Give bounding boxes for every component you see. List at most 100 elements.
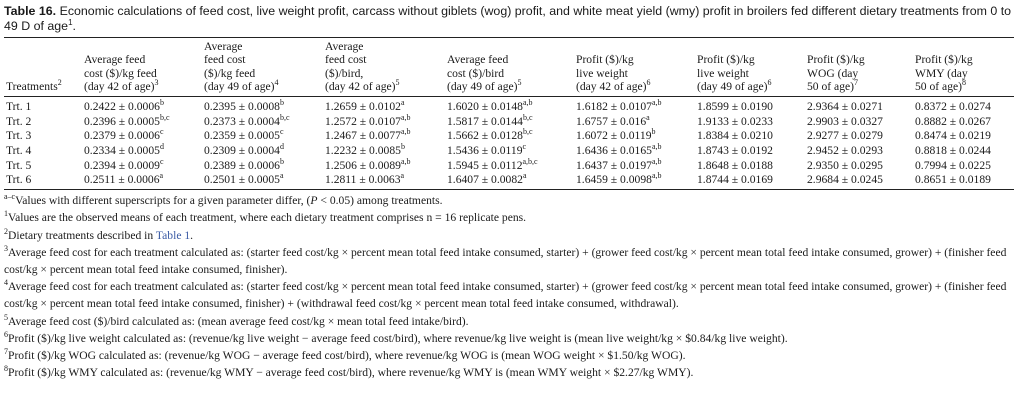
value-cell: 2.9350 ± 0.0295: [805, 158, 913, 173]
cell-value: 0.2379 ± 0.0006: [84, 129, 160, 143]
cell-value: 2.9684 ± 0.0245: [807, 173, 883, 187]
column-header-line: WOG (day: [807, 66, 859, 80]
column-header-sup: 7: [854, 78, 858, 88]
footnote-text: Profit ($)/kg WMY calculated as: (revenu…: [8, 366, 694, 380]
value-cell: 1.2659 ± 0.0102a: [323, 96, 445, 114]
cell-value: 0.2309 ± 0.0004: [204, 144, 280, 157]
cell-superscript: d: [159, 142, 164, 152]
cell-value: 1.8384 ± 0.0210: [697, 129, 773, 143]
column-header-sup: 4: [274, 78, 279, 88]
cell-value: 1.6757 ± 0.016: [576, 114, 647, 128]
value-cell: 1.2467 ± 0.0077a,b: [323, 128, 445, 144]
footnote-after: < 0.05) among treatments.: [317, 194, 443, 208]
column-header-line: feed cost: [325, 53, 367, 67]
column-header: Profit ($)/kg live weight (day 49 of age)6: [695, 37, 805, 97]
cell-superscript: c: [522, 142, 527, 152]
cell-value: 1.8648 ± 0.0188: [697, 158, 773, 172]
column-header: Average feed cost ($)/kg feed (day 42 of a…: [82, 37, 202, 97]
value-cell: 1.8744 ± 0.0169: [695, 173, 805, 190]
value-cell: 1.2506 ± 0.0089a,b: [323, 156, 445, 173]
value-cell: 1.6436 ± 0.0165a,b: [574, 143, 695, 158]
treatment-cell: Trt. 3: [6, 129, 32, 143]
column-header-line: (day 42 of age): [325, 80, 396, 94]
value-cell: 2.9903 ± 0.0327: [805, 114, 913, 129]
footnote-mark: a–c: [4, 192, 16, 202]
table-row: Trt. 2 0.2396 ± 0.0005b,c 0.2373 ± 0.0004b…: [4, 112, 1014, 129]
footnote: 6Profit ($)/kg live weight calculated as…: [4, 330, 1014, 347]
cell-value: 0.2389 ± 0.0006: [204, 158, 280, 172]
cell-value: 0.2359 ± 0.0005: [204, 129, 280, 143]
cell-value: 1.8599 ± 0.0190: [697, 100, 773, 114]
caption-label: Table 16.: [4, 4, 57, 18]
column-header-line: feed cost: [204, 53, 246, 67]
value-cell: 2.9452 ± 0.0293: [805, 143, 913, 158]
cell-superscript: a,b,c: [522, 156, 538, 166]
footnote-mark: 5: [4, 312, 8, 322]
value-cell: 1.5436 ± 0.0119c: [445, 143, 574, 158]
footnote-text: Values with different superscripts for a…: [15, 194, 311, 208]
cell-superscript: b,c: [522, 127, 533, 137]
cell-value: 1.9133 ± 0.0233: [697, 114, 773, 128]
cell-value: 1.2572 ± 0.0107: [325, 114, 401, 128]
value-cell: 0.2379 ± 0.0006c: [82, 127, 202, 144]
cell-superscript: a: [400, 171, 405, 181]
value-cell: 0.2501 ± 0.0005a: [202, 171, 323, 190]
cell-superscript: a: [646, 112, 650, 122]
cell-value: 2.9452 ± 0.0293: [807, 144, 883, 157]
cell-value: 0.8372 ± 0.0274: [915, 100, 991, 114]
cell-value: 0.2501 ± 0.0005: [204, 173, 280, 187]
column-header-line: cost ($)/bird: [447, 66, 504, 80]
value-cell: 0.2373 ± 0.0004b,c: [202, 112, 323, 129]
footnote-italic: P: [310, 194, 318, 208]
footnote-mark: 8: [4, 364, 8, 374]
value-cell: 0.2309 ± 0.0004d: [202, 143, 323, 158]
table-row: Trt. 3 0.2379 ± 0.0006c 0.2359 ± 0.0005c 1.…: [4, 127, 1014, 144]
cell-superscript: b: [279, 156, 284, 166]
column-header-line: (day 42 of age): [84, 80, 155, 94]
cell-superscript: b,c: [279, 112, 290, 122]
cell-value: 0.8474 ± 0.0219: [915, 129, 991, 143]
cell-superscript: a: [279, 171, 284, 181]
footnote: a–cValues with different superscripts fo…: [4, 192, 1014, 209]
column-header: Profit ($)/kg WMY (day 50 of age)8: [913, 37, 1014, 97]
cell-superscript: c: [279, 127, 284, 137]
cell-superscript: c: [159, 127, 164, 137]
cell-value: 1.6437 ± 0.0197: [576, 158, 652, 172]
footnote-text: Average feed cost for each treatment cal…: [4, 280, 1007, 311]
footnote: 4Average feed cost for each treatment ca…: [4, 278, 1014, 312]
column-header-line: 50 of age): [915, 80, 962, 94]
footnote-mark: 7: [4, 347, 8, 357]
value-cell: 1.6072 ± 0.0119b: [574, 127, 695, 144]
value-cell: 1.5662 ± 0.0128b,c: [445, 127, 574, 144]
value-cell: 1.9133 ± 0.0233: [695, 114, 805, 129]
cell-value: 1.5945 ± 0.0112: [447, 158, 523, 172]
column-header: Average feed cost ($)/kg feed (day 49 of ag…: [202, 37, 323, 97]
column-header-line: cost ($)/kg feed: [84, 66, 157, 80]
caption-sup: 1: [68, 17, 73, 27]
cell-value: 1.2659 ± 0.0102: [325, 100, 401, 114]
value-cell: 0.7994 ± 0.0225: [913, 158, 1014, 173]
value-cell: 1.8599 ± 0.0190: [695, 96, 805, 114]
cell-value: 0.2394 ± 0.0009: [84, 158, 160, 172]
cell-value: 2.9277 ± 0.0279: [807, 129, 883, 143]
value-cell: 1.2232 ± 0.0085b: [323, 143, 445, 158]
value-cell: 0.2359 ± 0.0005c: [202, 127, 323, 144]
value-cell: 0.8474 ± 0.0219: [913, 129, 1014, 144]
cell-value: 0.7994 ± 0.0225: [915, 158, 991, 172]
cell-value: 1.5436 ± 0.0119: [447, 144, 523, 157]
cell-value: 1.6459 ± 0.0098: [576, 173, 652, 187]
column-header-sup: 5: [395, 78, 400, 88]
cell-superscript: a: [159, 171, 164, 181]
cell-superscript: b: [651, 127, 656, 137]
value-cell: 0.2334 ± 0.0005d: [82, 143, 202, 158]
cell-superscript: a,b: [400, 156, 411, 166]
table-link[interactable]: Table 1: [155, 228, 191, 242]
footnote: 1Values are the observed means of each t…: [4, 209, 1014, 226]
value-cell: 1.5817 ± 0.0144b,c: [445, 113, 574, 129]
table-row: Trt. 4 0.2334 ± 0.0005d 0.2309 ± 0.0004d 1.…: [4, 143, 1014, 158]
cell-superscript: b: [279, 98, 284, 108]
cell-superscript: a,b: [651, 142, 662, 152]
value-cell: 0.2422 ± 0.0006b: [82, 96, 202, 114]
footnote-mark: 1: [4, 209, 8, 219]
footnote-text: Average feed cost for each treatment cal…: [4, 245, 1007, 276]
